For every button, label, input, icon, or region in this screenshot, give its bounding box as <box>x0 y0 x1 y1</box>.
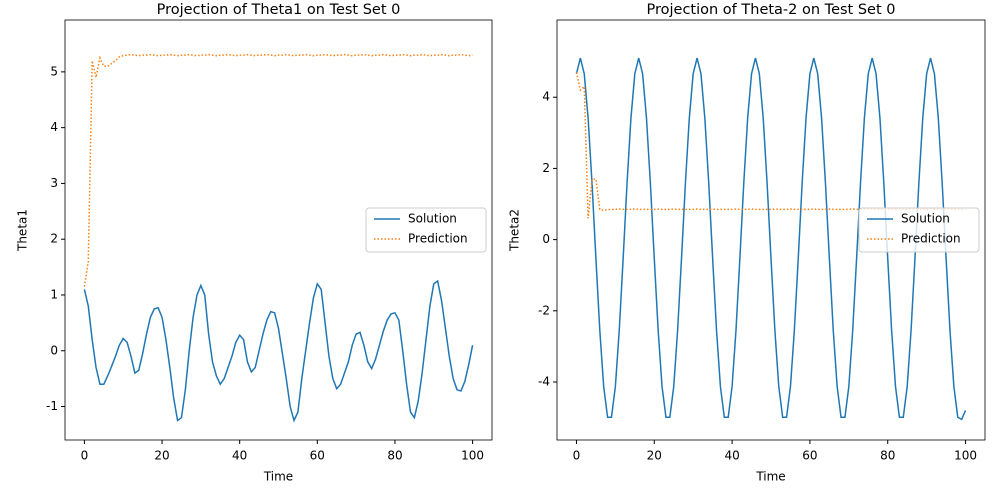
y-tick-label: 1 <box>50 287 58 301</box>
legend: Solution Prediction <box>365 207 487 253</box>
x-axis-label: Time <box>263 470 293 484</box>
legend-label: Solution <box>901 212 950 226</box>
y-tick-label: -4 <box>538 374 550 388</box>
x-axis-label: Time <box>755 470 785 484</box>
subplot: Projection of Theta-2 on Test Set 0 Time T… <box>508 2 986 484</box>
series-line <box>83 279 474 423</box>
legend-label: Prediction <box>901 232 961 246</box>
series-line <box>83 53 473 287</box>
y-tick-label: 2 <box>50 232 58 246</box>
x-tick-label: 40 <box>232 449 247 463</box>
legend-label: Solution <box>408 212 457 226</box>
x-tick-label: 20 <box>154 449 169 463</box>
y-axis-label: Theta2 <box>508 209 522 252</box>
x-tick-label: 80 <box>387 449 402 463</box>
x-tick-label: 100 <box>461 449 484 463</box>
y-tick-label: 0 <box>50 343 58 357</box>
y-tick-label: -2 <box>538 303 550 317</box>
y-tick-label: 4 <box>50 120 58 134</box>
x-tick-label: 60 <box>802 449 817 463</box>
series-line <box>575 57 967 421</box>
axes-frame <box>556 19 986 441</box>
legend: Solution Prediction <box>858 207 980 253</box>
chart-title: Projection of Theta1 on Test Set 0 <box>157 2 401 18</box>
x-tick-label: 0 <box>573 449 581 463</box>
y-tick-label: 5 <box>50 64 58 78</box>
series-line <box>575 72 966 219</box>
y-tick-label: 4 <box>542 90 550 104</box>
x-tick-label: 100 <box>954 449 977 463</box>
x-tick-label: 20 <box>647 449 662 463</box>
y-tick-label: 2 <box>542 161 550 175</box>
chart-title: Projection of Theta-2 on Test Set 0 <box>647 2 896 18</box>
y-tick-label: 0 <box>542 232 550 246</box>
x-tick-label: 80 <box>880 449 895 463</box>
axes-frame <box>64 19 493 441</box>
y-tick-label: -1 <box>46 399 58 413</box>
legend-label: Prediction <box>408 232 468 246</box>
y-axis-label: Theta1 <box>16 209 30 252</box>
x-tick-label: 40 <box>724 449 739 463</box>
subplot: Projection of Theta1 on Test Set 0 Time Th… <box>16 2 493 484</box>
x-tick-label: 60 <box>310 449 325 463</box>
x-tick-label: 0 <box>81 449 89 463</box>
y-tick-label: 3 <box>50 176 58 190</box>
